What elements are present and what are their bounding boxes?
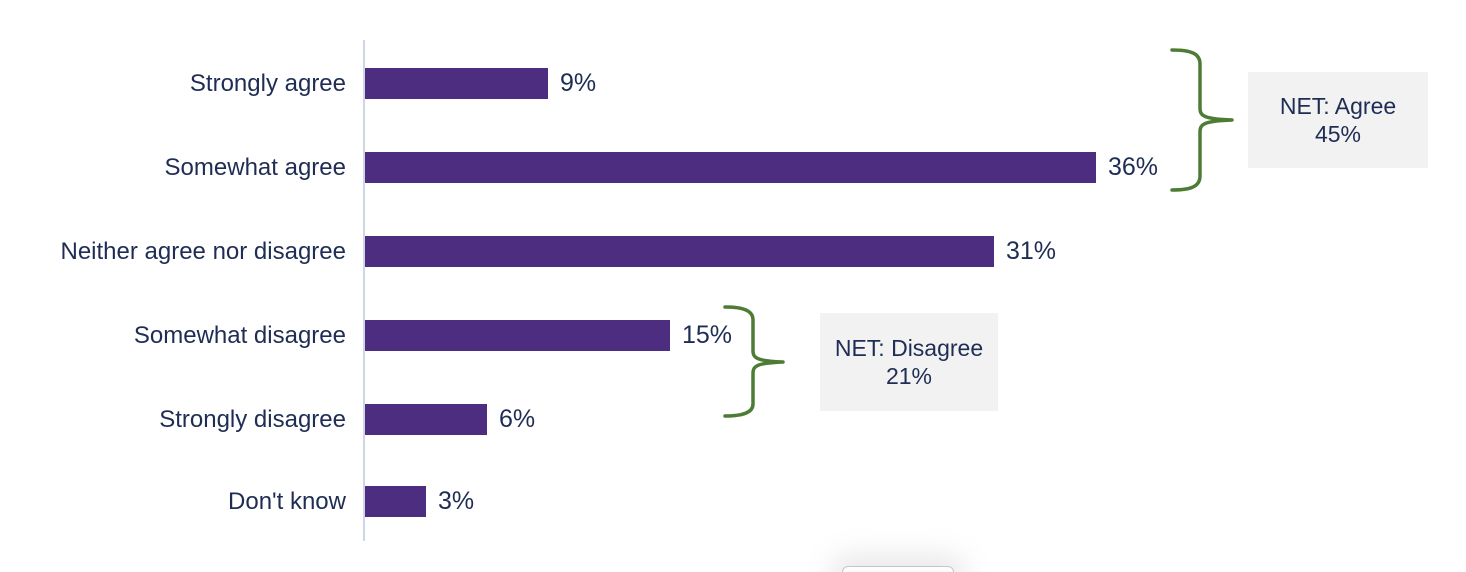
bar — [365, 151, 1096, 183]
category-label: Don't know — [228, 487, 346, 515]
bar — [365, 67, 548, 99]
bar-row: Somewhat agree 36% — [0, 151, 1466, 183]
bar — [365, 403, 487, 435]
bar-row: Somewhat disagree 15% — [0, 319, 1466, 351]
bar — [365, 319, 670, 351]
net-disagree-value: 21% — [885, 363, 933, 389]
net-agree-label: NET: Agree — [1279, 93, 1397, 119]
value-label: 9% — [560, 68, 597, 97]
net-agree-value: 45% — [1314, 121, 1362, 147]
bar — [365, 485, 426, 517]
bar-row: Strongly agree 9% — [0, 67, 1466, 99]
net-disagree-label: NET: Disagree — [834, 335, 984, 361]
bar-row: Neither agree nor disagree 31% — [0, 235, 1466, 267]
partial-bottom-button[interactable] — [842, 566, 954, 572]
category-label: Strongly disagree — [159, 405, 346, 433]
category-label: Strongly agree — [189, 69, 346, 97]
net-disagree-brace — [723, 305, 785, 418]
category-label: Neither agree nor disagree — [60, 237, 346, 265]
bar-row: Don't know 3% — [0, 485, 1466, 517]
bar-row: Strongly disagree 6% — [0, 403, 1466, 435]
y-axis-line — [363, 40, 365, 541]
value-label: 31% — [1006, 236, 1057, 265]
value-label: 3% — [438, 486, 475, 515]
category-label: Somewhat disagree — [133, 321, 346, 349]
net-agree-box: NET: Agree 45% — [1248, 72, 1428, 168]
net-disagree-box: NET: Disagree 21% — [820, 313, 998, 411]
bar — [365, 235, 994, 267]
value-label: 36% — [1108, 152, 1159, 181]
net-agree-brace — [1170, 48, 1234, 192]
value-label: 15% — [682, 320, 733, 349]
category-label: Somewhat agree — [164, 153, 346, 181]
value-label: 6% — [499, 404, 536, 433]
